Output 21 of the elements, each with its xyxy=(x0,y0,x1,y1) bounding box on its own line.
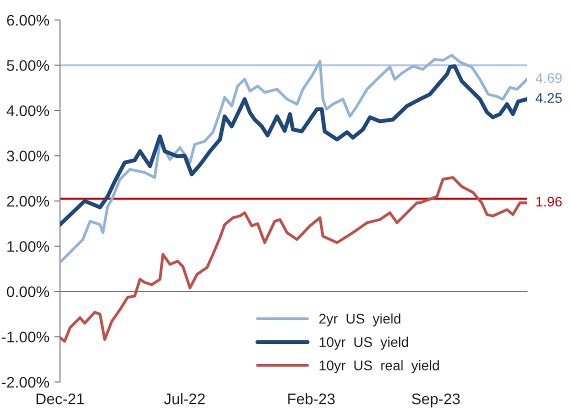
y-tick-label: 2.00% xyxy=(7,196,50,207)
legend-label: 10yr US real yield xyxy=(320,360,439,374)
line-series xyxy=(60,54,527,264)
annotation: 4.69 xyxy=(536,73,562,84)
y-tick-label: 3.00% xyxy=(6,150,50,162)
line-series xyxy=(60,64,527,226)
y-tick-label: 5.00% xyxy=(6,60,50,71)
legend-label: 10yr US yield xyxy=(320,336,408,350)
x-tick-label: Sep-23 xyxy=(412,394,460,408)
y-tick-label: 1.00% xyxy=(7,241,50,252)
x-tick-label: Dec-21 xyxy=(36,394,84,404)
x-tick-label: Jul-22 xyxy=(164,393,205,404)
y-tick-label: -2.00% xyxy=(2,376,50,388)
y-tick-label: -1.00% xyxy=(2,332,50,342)
annotation: 4.25 xyxy=(536,93,562,103)
x-tick-label: Feb-23 xyxy=(288,393,335,404)
legend-label: 2yr US yield xyxy=(319,313,400,326)
annotation: 1.96 xyxy=(536,196,562,207)
y-tick-label: 6.00% xyxy=(7,14,50,26)
y-tick-label: 4.00% xyxy=(6,105,50,116)
y-tick-label: 0.00% xyxy=(6,286,50,298)
